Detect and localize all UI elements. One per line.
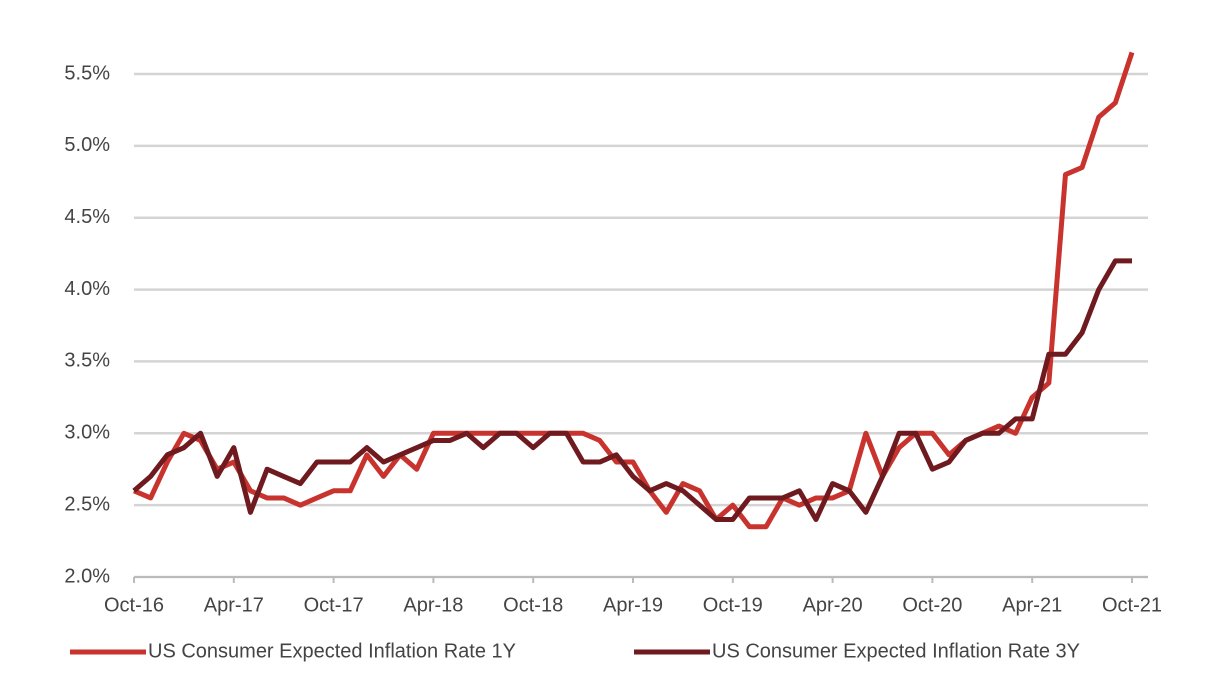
x-tick-label: Apr-21	[1002, 594, 1062, 616]
x-tick-label: Oct-19	[703, 594, 763, 616]
x-tick-label: Apr-18	[403, 594, 463, 616]
x-tick-label: Oct-17	[304, 594, 364, 616]
x-tick-label: Apr-20	[803, 594, 863, 616]
y-tick-label: 5.5%	[64, 62, 110, 84]
y-tick-label: 2.5%	[64, 493, 110, 515]
x-tick-label: Oct-18	[503, 594, 563, 616]
y-tick-label: 4.0%	[64, 278, 110, 300]
x-tick-label: Apr-19	[603, 594, 663, 616]
legend-label: US Consumer Expected Inflation Rate 1Y	[148, 640, 516, 662]
y-tick-label: 5.0%	[64, 134, 110, 156]
x-tick-label: Oct-20	[902, 594, 962, 616]
series-line	[132, 258, 1132, 523]
x-tick-label: Oct-21	[1102, 594, 1162, 616]
y-tick-label: 2.0%	[64, 565, 110, 587]
x-tick-label: Oct-16	[104, 594, 164, 616]
y-tick-label: 4.5%	[64, 206, 110, 228]
y-tick-label: 3.0%	[64, 422, 110, 444]
legend-label: US Consumer Expected Inflation Rate 3Y	[712, 640, 1080, 662]
x-tick-label: Apr-17	[204, 594, 264, 616]
y-tick-label: 3.5%	[64, 350, 110, 372]
